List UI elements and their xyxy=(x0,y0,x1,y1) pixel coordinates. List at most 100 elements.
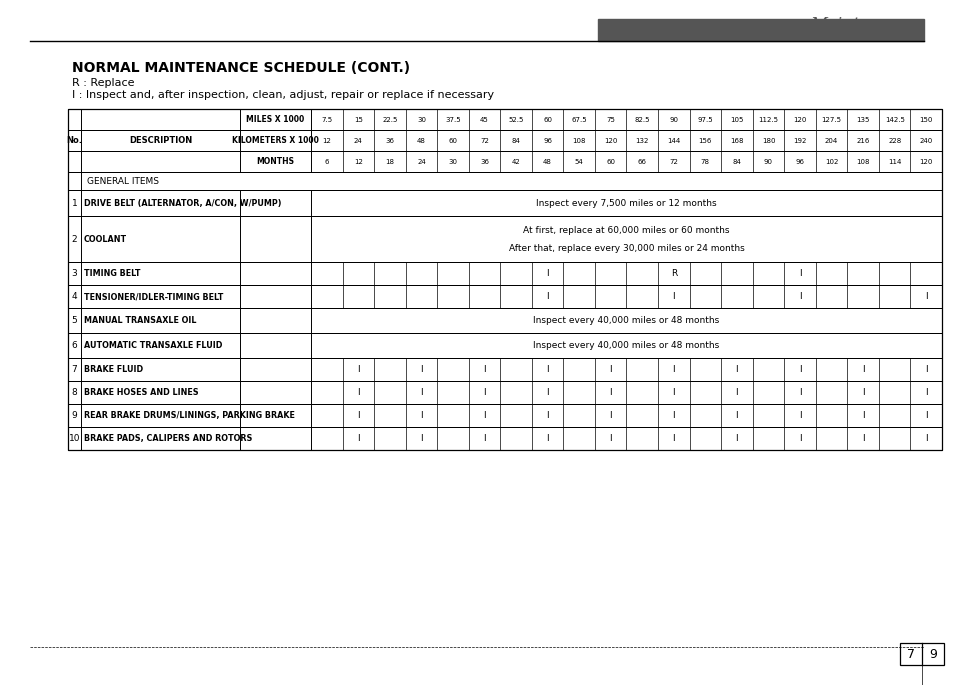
Text: 90: 90 xyxy=(763,158,772,164)
Text: AUTOMATIC TRANSAXLE FLUID: AUTOMATIC TRANSAXLE FLUID xyxy=(84,341,222,350)
Text: 112.5: 112.5 xyxy=(758,116,778,123)
Text: 24: 24 xyxy=(354,138,362,143)
Text: 84: 84 xyxy=(732,158,740,164)
Text: 96: 96 xyxy=(795,158,803,164)
Text: 72: 72 xyxy=(669,158,678,164)
Text: 48: 48 xyxy=(416,138,425,143)
Text: 60: 60 xyxy=(605,158,615,164)
Text: Maintenance: Maintenance xyxy=(809,16,919,32)
Text: I: I xyxy=(609,388,612,397)
Text: I: I xyxy=(483,434,485,443)
Text: 105: 105 xyxy=(729,116,742,123)
Text: 3: 3 xyxy=(71,269,77,278)
Text: 90: 90 xyxy=(669,116,678,123)
Text: BRAKE PADS, CALIPERS AND ROTORS: BRAKE PADS, CALIPERS AND ROTORS xyxy=(84,434,253,443)
Text: 15: 15 xyxy=(354,116,362,123)
Text: I: I xyxy=(546,388,548,397)
Text: 8: 8 xyxy=(71,388,77,397)
Text: I: I xyxy=(861,434,863,443)
Text: I: I xyxy=(356,411,359,420)
Text: 84: 84 xyxy=(511,138,520,143)
Text: 7: 7 xyxy=(71,365,77,374)
Text: DRIVE BELT (ALTERNATOR, A/CON, W/PUMP): DRIVE BELT (ALTERNATOR, A/CON, W/PUMP) xyxy=(84,199,281,208)
Text: 52.5: 52.5 xyxy=(508,116,523,123)
Text: I: I xyxy=(924,411,926,420)
Text: 102: 102 xyxy=(824,158,838,164)
Text: 12: 12 xyxy=(354,158,362,164)
Text: 150: 150 xyxy=(919,116,932,123)
Text: I: I xyxy=(356,365,359,374)
Text: MANUAL TRANSAXLE OIL: MANUAL TRANSAXLE OIL xyxy=(84,316,196,325)
Text: 82.5: 82.5 xyxy=(634,116,649,123)
Text: I: I xyxy=(356,388,359,397)
Text: I: I xyxy=(419,434,422,443)
Text: 7.5: 7.5 xyxy=(321,116,332,123)
Text: I: I xyxy=(861,411,863,420)
Text: 24: 24 xyxy=(416,158,425,164)
Text: I: I xyxy=(483,411,485,420)
Text: I: I xyxy=(672,434,675,443)
Text: I: I xyxy=(672,292,675,301)
Bar xyxy=(598,19,923,41)
Text: 228: 228 xyxy=(887,138,901,143)
Text: 9: 9 xyxy=(928,647,936,660)
Text: 67.5: 67.5 xyxy=(571,116,586,123)
Text: 9: 9 xyxy=(71,411,77,420)
Text: 97.5: 97.5 xyxy=(697,116,713,123)
Text: I: I xyxy=(419,388,422,397)
Text: 22.5: 22.5 xyxy=(382,116,397,123)
Text: 30: 30 xyxy=(416,116,425,123)
Text: 2: 2 xyxy=(71,234,77,243)
Text: I: I xyxy=(735,388,738,397)
Text: 6: 6 xyxy=(324,158,329,164)
Text: I: I xyxy=(924,365,926,374)
Text: I: I xyxy=(546,365,548,374)
Text: 114: 114 xyxy=(887,158,901,164)
Text: 120: 120 xyxy=(919,158,932,164)
Text: 60: 60 xyxy=(542,116,552,123)
Text: 6: 6 xyxy=(71,341,77,350)
Text: I: I xyxy=(546,292,548,301)
Text: 60: 60 xyxy=(448,138,457,143)
Text: I: I xyxy=(861,365,863,374)
Text: I: I xyxy=(924,388,926,397)
Text: MONTHS: MONTHS xyxy=(256,157,294,166)
Text: 96: 96 xyxy=(542,138,552,143)
Text: TIMING BELT: TIMING BELT xyxy=(84,269,140,278)
Bar xyxy=(68,109,941,450)
Text: 142.5: 142.5 xyxy=(883,116,903,123)
Text: 66: 66 xyxy=(638,158,646,164)
Text: I: I xyxy=(483,388,485,397)
Text: R : Replace: R : Replace xyxy=(71,78,134,88)
Text: I: I xyxy=(672,365,675,374)
Text: 1: 1 xyxy=(71,199,77,208)
Text: Inspect every 40,000 miles or 48 months: Inspect every 40,000 miles or 48 months xyxy=(533,316,719,325)
Text: 108: 108 xyxy=(572,138,585,143)
Text: I: I xyxy=(609,434,612,443)
Bar xyxy=(899,643,943,665)
Text: I: I xyxy=(609,411,612,420)
Text: DESCRIPTION: DESCRIPTION xyxy=(129,136,192,145)
Text: 120: 120 xyxy=(793,116,806,123)
Text: I: I xyxy=(735,434,738,443)
Text: 132: 132 xyxy=(635,138,648,143)
Text: 54: 54 xyxy=(575,158,583,164)
Text: 18: 18 xyxy=(385,158,394,164)
Text: TENSIONER/IDLER-TIMING BELT: TENSIONER/IDLER-TIMING BELT xyxy=(84,292,223,301)
Text: 36: 36 xyxy=(385,138,394,143)
Text: REAR BRAKE DRUMS/LININGS, PARKING BRAKE: REAR BRAKE DRUMS/LININGS, PARKING BRAKE xyxy=(84,411,294,420)
Text: 4: 4 xyxy=(71,292,77,301)
Text: I: I xyxy=(861,388,863,397)
Text: I: I xyxy=(546,269,548,278)
Text: BRAKE HOSES AND LINES: BRAKE HOSES AND LINES xyxy=(84,388,198,397)
Text: At first, replace at 60,000 miles or 60 months: At first, replace at 60,000 miles or 60 … xyxy=(522,225,729,234)
Text: 127.5: 127.5 xyxy=(821,116,841,123)
Text: I: I xyxy=(798,388,801,397)
Text: I: I xyxy=(609,365,612,374)
Text: 72: 72 xyxy=(479,138,489,143)
Text: BRAKE FLUID: BRAKE FLUID xyxy=(84,365,143,374)
Text: After that, replace every 30,000 miles or 24 months: After that, replace every 30,000 miles o… xyxy=(508,243,743,253)
Text: MILES X 1000: MILES X 1000 xyxy=(246,115,304,124)
Text: 192: 192 xyxy=(793,138,806,143)
Text: I: I xyxy=(546,434,548,443)
